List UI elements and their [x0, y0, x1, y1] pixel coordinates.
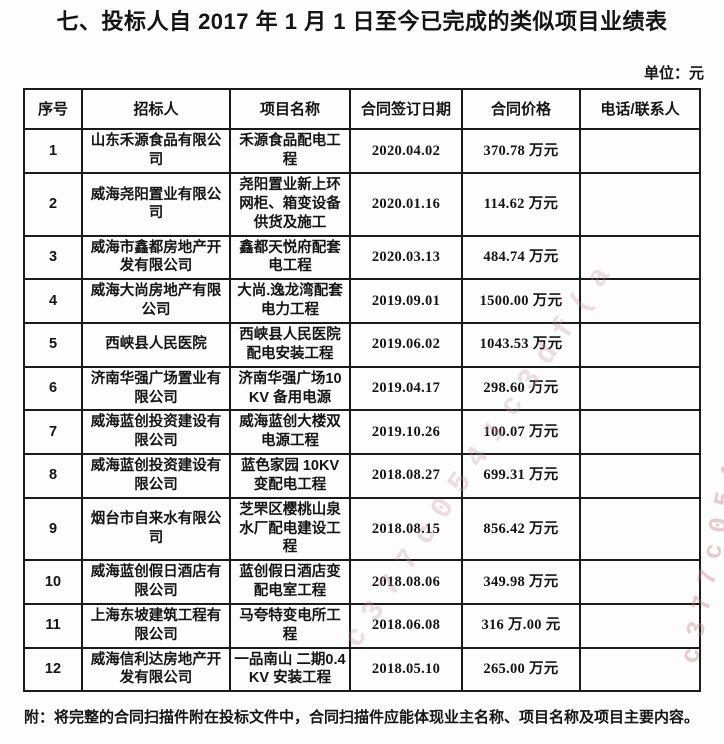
- page-title: 七、投标人自 2017 年 1 月 1 日至今已完成的类似项目业绩表: [56, 9, 668, 34]
- cell-date: 2019.10.26: [349, 409, 463, 456]
- table-row: 3 威海市鑫都房地产开发有限公司 鑫都天悦府配套电工程 2020.03.13 484.7…: [23, 234, 701, 281]
- unit-label: 单位：元: [643, 65, 704, 83]
- cell-seq: 9: [23, 496, 83, 562]
- cell-price: 100.07 万元: [461, 409, 581, 456]
- cell-seq: 12: [23, 646, 83, 693]
- cell-date: 2018.08.15: [349, 496, 463, 562]
- cell-project: 西峡县人民医院配电安装工程: [229, 321, 351, 368]
- cell-tenderer: 山东禾源食品有限公司: [81, 128, 231, 175]
- cell-contact: [579, 646, 701, 693]
- cell-price: 265.00 万元: [461, 646, 581, 693]
- table-header-row: 序号 招标人 项目名称 合同签订日期 合同价格 电话/联系人: [23, 88, 701, 131]
- cell-price: 316 万.00 元: [461, 602, 581, 649]
- cell-date: 2018.05.10: [349, 646, 463, 693]
- column-header-tenderer: 招标人: [81, 88, 231, 131]
- cell-seq: 3: [23, 234, 83, 281]
- cell-tenderer: 济南华强广场置业有限公司: [81, 365, 231, 412]
- table-row: 10 威海蓝创假日酒店有限公司 蓝创假日酒店变配电室工程 2018.08.06 349.…: [23, 559, 701, 605]
- cell-project: 蓝色家园 10KV 变配电工程: [229, 453, 351, 499]
- cell-tenderer: 烟台市自来水有限公司: [81, 496, 231, 562]
- column-header-price: 合同价格: [461, 88, 581, 131]
- cell-tenderer: 威海市鑫都房地产开发有限公司: [81, 234, 231, 281]
- cell-project: 济南华强广场10KV 备用电源: [229, 365, 351, 412]
- table-row: 11 上海东坡建筑工程有限公司 马夸特变电所工程 2018.06.08 316 万.00…: [23, 602, 701, 649]
- cell-tenderer: 威海大尚房地产有限公司: [81, 278, 231, 324]
- table-row: 1 山东禾源食品有限公司 禾源食品配电工程 2020.04.02 370.78 万元: [23, 128, 701, 175]
- cell-tenderer: 西峡县人民医院: [81, 321, 231, 368]
- table-row: 4 威海大尚房地产有限公司 大尚.逸龙湾配套电力工程 2019.09.01 1500.0…: [23, 278, 701, 324]
- cell-tenderer: 威海蓝创假日酒店有限公司: [81, 559, 231, 605]
- cell-tenderer: 威海尧阳置业有限公司: [81, 172, 231, 237]
- cell-project: 蓝创假日酒店变配电室工程: [229, 559, 351, 605]
- column-header-contact: 电话/联系人: [579, 88, 701, 131]
- cell-project: 大尚.逸龙湾配套电力工程: [229, 278, 351, 324]
- cell-contact: [579, 321, 701, 368]
- cell-seq: 2: [23, 172, 83, 237]
- cell-project: 鑫都天悦府配套电工程: [229, 234, 351, 281]
- cell-price: 114.62 万元: [461, 172, 581, 237]
- table-row: 2 威海尧阳置业有限公司 尧阳置业新上环网柜、箱变设备供货及施工 2020.01.16…: [23, 172, 701, 237]
- cell-price: 349.98 万元: [461, 559, 581, 605]
- cell-project: 一品南山 二期0.4KV 安装工程: [229, 646, 351, 693]
- cell-price: 484.74 万元: [461, 234, 581, 281]
- cell-date: 2018.08.27: [349, 453, 463, 499]
- cell-contact: [579, 234, 701, 281]
- table-row: 6 济南华强广场置业有限公司 济南华强广场10KV 备用电源 2019.04.17 29…: [23, 365, 701, 412]
- cell-tenderer: 威海蓝创投资建设有限公司: [81, 453, 231, 499]
- cell-seq: 8: [23, 453, 83, 499]
- cell-price: 856.42 万元: [461, 496, 581, 562]
- cell-date: 2020.03.13: [349, 234, 463, 281]
- cell-contact: [579, 409, 701, 456]
- cell-contact: [579, 602, 701, 649]
- column-header-project: 项目名称: [229, 88, 351, 131]
- cell-tenderer: 上海东坡建筑工程有限公司: [81, 602, 231, 649]
- cell-contact: [579, 365, 701, 412]
- cell-contact: [579, 453, 701, 499]
- cell-contact: [579, 128, 701, 175]
- cell-date: 2020.01.16: [349, 172, 463, 237]
- cell-seq: 10: [23, 559, 83, 605]
- cell-contact: [579, 172, 701, 237]
- cell-contact: [579, 496, 701, 562]
- cell-seq: 1: [23, 128, 83, 175]
- performance-table: 序号 招标人 项目名称 合同签订日期 合同价格 电话/联系人 1 山东禾源食品有限公司 禾源食…: [23, 88, 701, 693]
- cell-seq: 7: [23, 409, 83, 456]
- cell-contact: [579, 278, 701, 324]
- cell-date: 2018.06.08: [349, 602, 463, 649]
- cell-date: 2019.06.02: [349, 321, 463, 368]
- cell-date: 2018.08.06: [349, 559, 463, 605]
- cell-tenderer: 威海蓝创投资建设有限公司: [81, 409, 231, 456]
- cell-seq: 4: [23, 278, 83, 324]
- cell-seq: 5: [23, 321, 83, 368]
- cell-project: 禾源食品配电工程: [229, 128, 351, 175]
- column-header-date: 合同签订日期: [349, 88, 463, 131]
- cell-seq: 11: [23, 602, 83, 649]
- cell-price: 1043.53 万元: [461, 321, 581, 368]
- cell-price: 298.60 万元: [461, 365, 581, 412]
- table-row: 12 威海信利达房地产开发有限公司 一品南山 二期0.4KV 安装工程 2018.05…: [23, 646, 701, 693]
- column-header-seq: 序号: [23, 88, 83, 131]
- cell-project: 威海蓝创大楼双电源工程: [229, 409, 351, 456]
- table-row: 5 西峡县人民医院 西峡县人民医院配电安装工程 2019.06.02 1043.53 万…: [23, 321, 701, 368]
- table-header: 序号 招标人 项目名称 合同签订日期 合同价格 电话/联系人: [23, 88, 701, 131]
- cell-project: 芝罘区樱桃山泉水厂配电建设工程: [229, 496, 351, 562]
- results-table-body: 1 山东禾源食品有限公司 禾源食品配电工程 2020.04.02 370.78 万元 2 威…: [23, 128, 701, 693]
- cell-price: 370.78 万元: [461, 128, 581, 175]
- cell-project: 尧阳置业新上环网柜、箱变设备供货及施工: [229, 172, 351, 237]
- cell-date: 2019.04.17: [349, 365, 463, 412]
- cell-price: 699.31 万元: [461, 453, 581, 499]
- cell-seq: 6: [23, 365, 83, 412]
- cell-tenderer: 威海信利达房地产开发有限公司: [81, 646, 231, 693]
- cell-project: 马夸特变电所工程: [229, 602, 351, 649]
- cell-date: 2020.04.02: [349, 128, 463, 175]
- table-row: 8 威海蓝创投资建设有限公司 蓝色家园 10KV 变配电工程 2018.08.27 69…: [23, 453, 701, 499]
- footnote: 附：将完整的合同扫描件附在投标文件中，合同扫描件应能体现业主名称、项目名称及项目…: [24, 709, 700, 727]
- cell-contact: [579, 559, 701, 605]
- table-row: 9 烟台市自来水有限公司 芝罘区樱桃山泉水厂配电建设工程 2018.08.15 856.…: [23, 496, 701, 562]
- cell-date: 2019.09.01: [349, 278, 463, 324]
- cell-price: 1500.00 万元: [461, 278, 581, 324]
- table-row: 7 威海蓝创投资建设有限公司 威海蓝创大楼双电源工程 2019.10.26 100.07…: [23, 409, 701, 456]
